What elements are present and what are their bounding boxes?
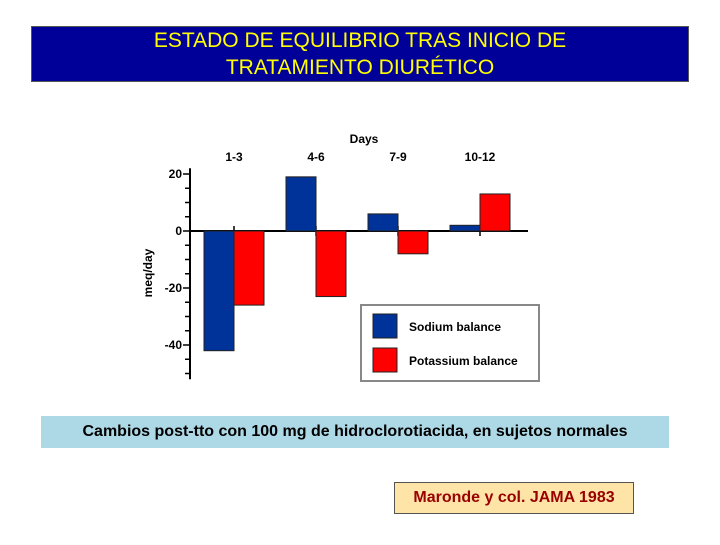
y-tick-label: -40 (165, 338, 183, 352)
bar-sodium (367, 213, 399, 232)
slide-title-line-1: ESTADO DE EQUILIBRIO TRAS INICIO DE (153, 29, 567, 52)
bar-layer (203, 176, 511, 352)
y-tick-label: 0 (175, 224, 182, 238)
legend-swatch (372, 347, 398, 373)
slide-title-line-2: TRATAMIENTO DIURÉTICO (225, 56, 495, 79)
x-category-label: 4-6 (307, 150, 325, 164)
label-layer: 20 0 -20 -40 meq/day 1-3 4-6 7-9 10-12 Days (141, 132, 496, 352)
bar-potassium (315, 230, 347, 298)
y-axis-label: meq/day (141, 248, 155, 297)
bar-sodium (203, 230, 235, 352)
x-category-label: 10-12 (465, 150, 496, 164)
legend-layer: Sodium balance Potassium balance (360, 304, 540, 382)
bar-sodium (285, 176, 317, 232)
legend-label: Potassium balance (409, 354, 518, 368)
chart-caption: Cambios post-tto con 100 mg de hidroclor… (41, 416, 669, 448)
bar-potassium (479, 193, 511, 232)
legend-swatch (372, 313, 398, 339)
bar-potassium (397, 230, 429, 255)
bar-sodium (449, 224, 481, 232)
source-citation: Maronde y col. JAMA 1983 (394, 482, 634, 514)
legend-label: Sodium balance (409, 320, 501, 334)
slide-title: ESTADO DE EQUILIBRIO TRAS INICIO DE TRAT… (31, 26, 689, 82)
bar-potassium (233, 230, 265, 306)
x-axis-label: Days (350, 132, 379, 146)
x-category-label: 1-3 (225, 150, 243, 164)
x-category-label: 7-9 (389, 150, 407, 164)
y-tick-label: -20 (165, 281, 183, 295)
y-tick-label: 20 (169, 167, 183, 181)
